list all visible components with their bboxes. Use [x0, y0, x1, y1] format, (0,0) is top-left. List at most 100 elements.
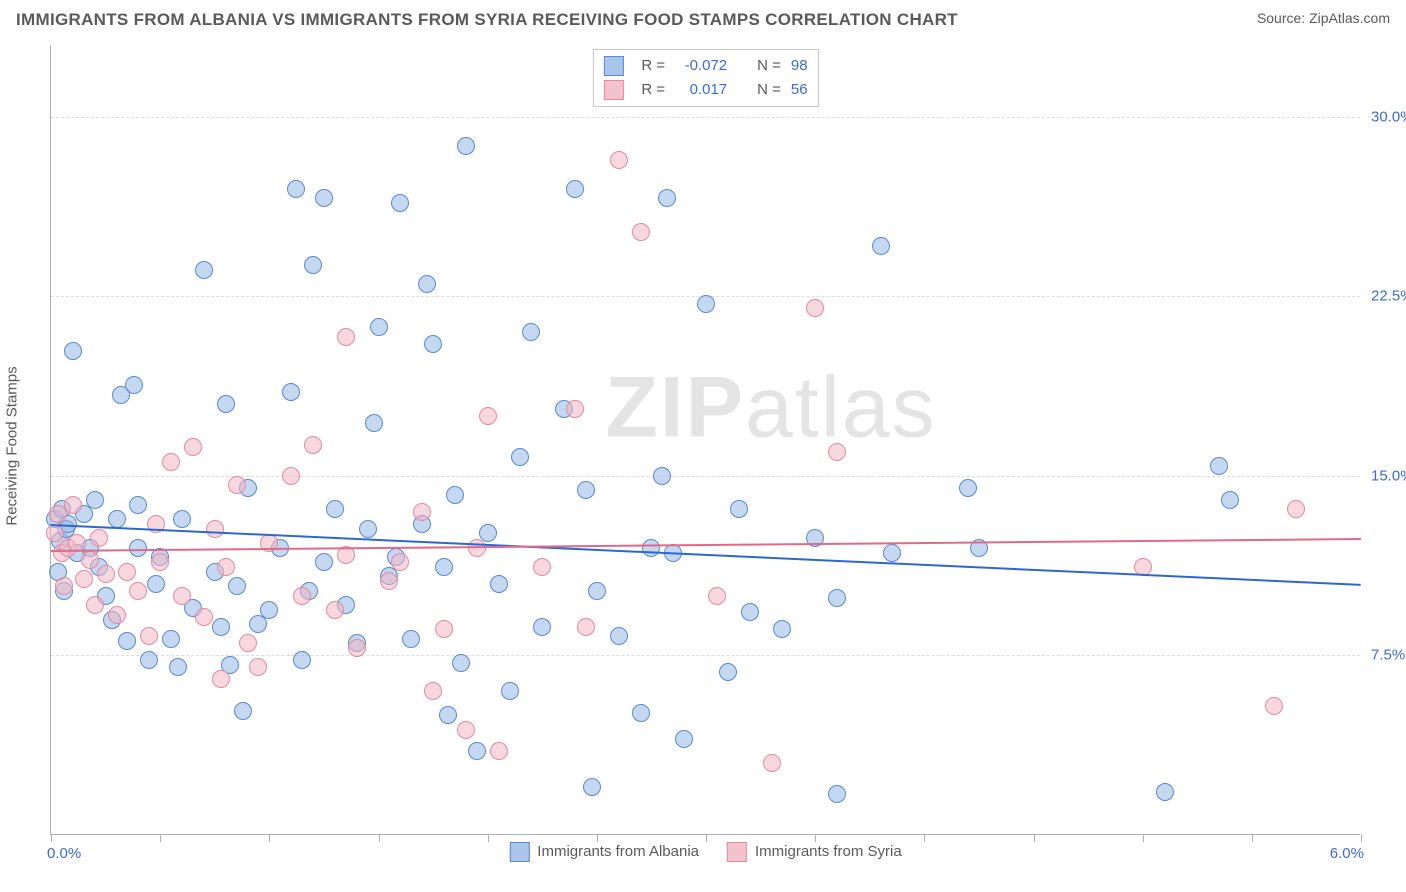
- scatter-point: [315, 553, 333, 571]
- scatter-point: [86, 596, 104, 614]
- scatter-point: [326, 500, 344, 518]
- swatch-syria: [727, 842, 747, 862]
- scatter-point: [610, 151, 628, 169]
- scatter-point: [424, 682, 442, 700]
- scatter-point: [169, 658, 187, 676]
- scatter-point: [418, 275, 436, 293]
- watermark-suffix: atlas: [745, 359, 937, 455]
- scatter-point: [959, 479, 977, 497]
- scatter-point: [402, 630, 420, 648]
- scatter-point: [337, 328, 355, 346]
- scatter-point: [326, 601, 344, 619]
- scatter-point: [675, 730, 693, 748]
- x-tick: [924, 834, 925, 842]
- scatter-point: [439, 706, 457, 724]
- scatter-point: [359, 520, 377, 538]
- y-axis-title: Receiving Food Stamps: [4, 366, 21, 525]
- r-value-1: 0.017: [675, 78, 727, 102]
- scatter-point: [86, 491, 104, 509]
- x-tick: [597, 834, 598, 842]
- x-tick: [1252, 834, 1253, 842]
- regression-line: [51, 538, 1361, 552]
- scatter-point: [140, 651, 158, 669]
- scatter-point: [282, 467, 300, 485]
- scatter-point: [719, 663, 737, 681]
- scatter-point: [315, 189, 333, 207]
- n-label-0: N =: [757, 54, 781, 78]
- scatter-point: [370, 318, 388, 336]
- top-swatch-albania: [603, 56, 623, 76]
- y-axis-tick-label: 7.5%: [1371, 647, 1405, 664]
- x-axis-max-label: 6.0%: [1330, 845, 1364, 862]
- scatter-point: [81, 551, 99, 569]
- r-label-1: R =: [641, 78, 665, 102]
- legend-label-syria: Immigrants from Syria: [755, 843, 902, 860]
- x-tick: [706, 834, 707, 842]
- scatter-point: [632, 223, 650, 241]
- scatter-point: [365, 414, 383, 432]
- scatter-point: [658, 189, 676, 207]
- top-swatch-syria: [603, 80, 623, 100]
- y-axis-tick-label: 15.0%: [1371, 467, 1406, 484]
- x-axis-min-label: 0.0%: [47, 845, 81, 862]
- legend-item-syria: Immigrants from Syria: [727, 842, 902, 862]
- scatter-point: [490, 575, 508, 593]
- r-value-0: -0.072: [675, 54, 727, 78]
- scatter-point: [501, 682, 519, 700]
- y-axis-tick-label: 30.0%: [1371, 108, 1406, 125]
- scatter-point: [304, 436, 322, 454]
- scatter-point: [413, 503, 431, 521]
- grid-line: [51, 117, 1360, 118]
- scatter-point: [129, 496, 147, 514]
- scatter-point: [173, 587, 191, 605]
- scatter-point: [708, 587, 726, 605]
- scatter-point: [1287, 500, 1305, 518]
- scatter-point: [566, 180, 584, 198]
- scatter-point: [108, 510, 126, 528]
- watermark-prefix: ZIP: [605, 359, 745, 455]
- x-tick: [160, 834, 161, 842]
- scatter-point: [348, 639, 366, 657]
- scatter-point: [883, 544, 901, 562]
- watermark: ZIPatlas: [605, 358, 936, 457]
- n-value-1: 56: [791, 78, 808, 102]
- x-tick: [379, 834, 380, 842]
- scatter-point: [249, 658, 267, 676]
- scatter-point: [391, 194, 409, 212]
- top-legend-row-syria: R = 0.017 N = 56: [603, 78, 807, 102]
- scatter-point: [479, 407, 497, 425]
- scatter-point: [206, 520, 224, 538]
- n-label-1: N =: [757, 78, 781, 102]
- scatter-point: [287, 180, 305, 198]
- x-tick: [1034, 834, 1035, 842]
- scatter-point: [90, 529, 108, 547]
- scatter-point: [391, 553, 409, 571]
- scatter-point: [97, 565, 115, 583]
- scatter-point: [217, 395, 235, 413]
- scatter-point: [173, 510, 191, 528]
- chart-source: Source: ZipAtlas.com: [1257, 10, 1390, 26]
- scatter-point: [239, 634, 257, 652]
- x-tick: [51, 834, 52, 842]
- legend-item-albania: Immigrants from Albania: [509, 842, 699, 862]
- legend-label-albania: Immigrants from Albania: [537, 843, 699, 860]
- scatter-point: [457, 721, 475, 739]
- scatter-point: [533, 618, 551, 636]
- scatter-point: [577, 481, 595, 499]
- scatter-point: [228, 476, 246, 494]
- scatter-point: [140, 627, 158, 645]
- x-tick: [269, 834, 270, 842]
- scatter-point: [446, 486, 464, 504]
- scatter-point: [380, 572, 398, 590]
- scatter-point: [1210, 457, 1228, 475]
- scatter-point: [304, 256, 322, 274]
- scatter-point: [147, 575, 165, 593]
- scatter-point: [1156, 783, 1174, 801]
- scatter-point: [632, 704, 650, 722]
- scatter-point: [129, 539, 147, 557]
- scatter-point: [828, 785, 846, 803]
- top-legend-row-albania: R = -0.072 N = 98: [603, 54, 807, 78]
- scatter-point: [129, 582, 147, 600]
- scatter-point: [424, 335, 442, 353]
- scatter-point: [588, 582, 606, 600]
